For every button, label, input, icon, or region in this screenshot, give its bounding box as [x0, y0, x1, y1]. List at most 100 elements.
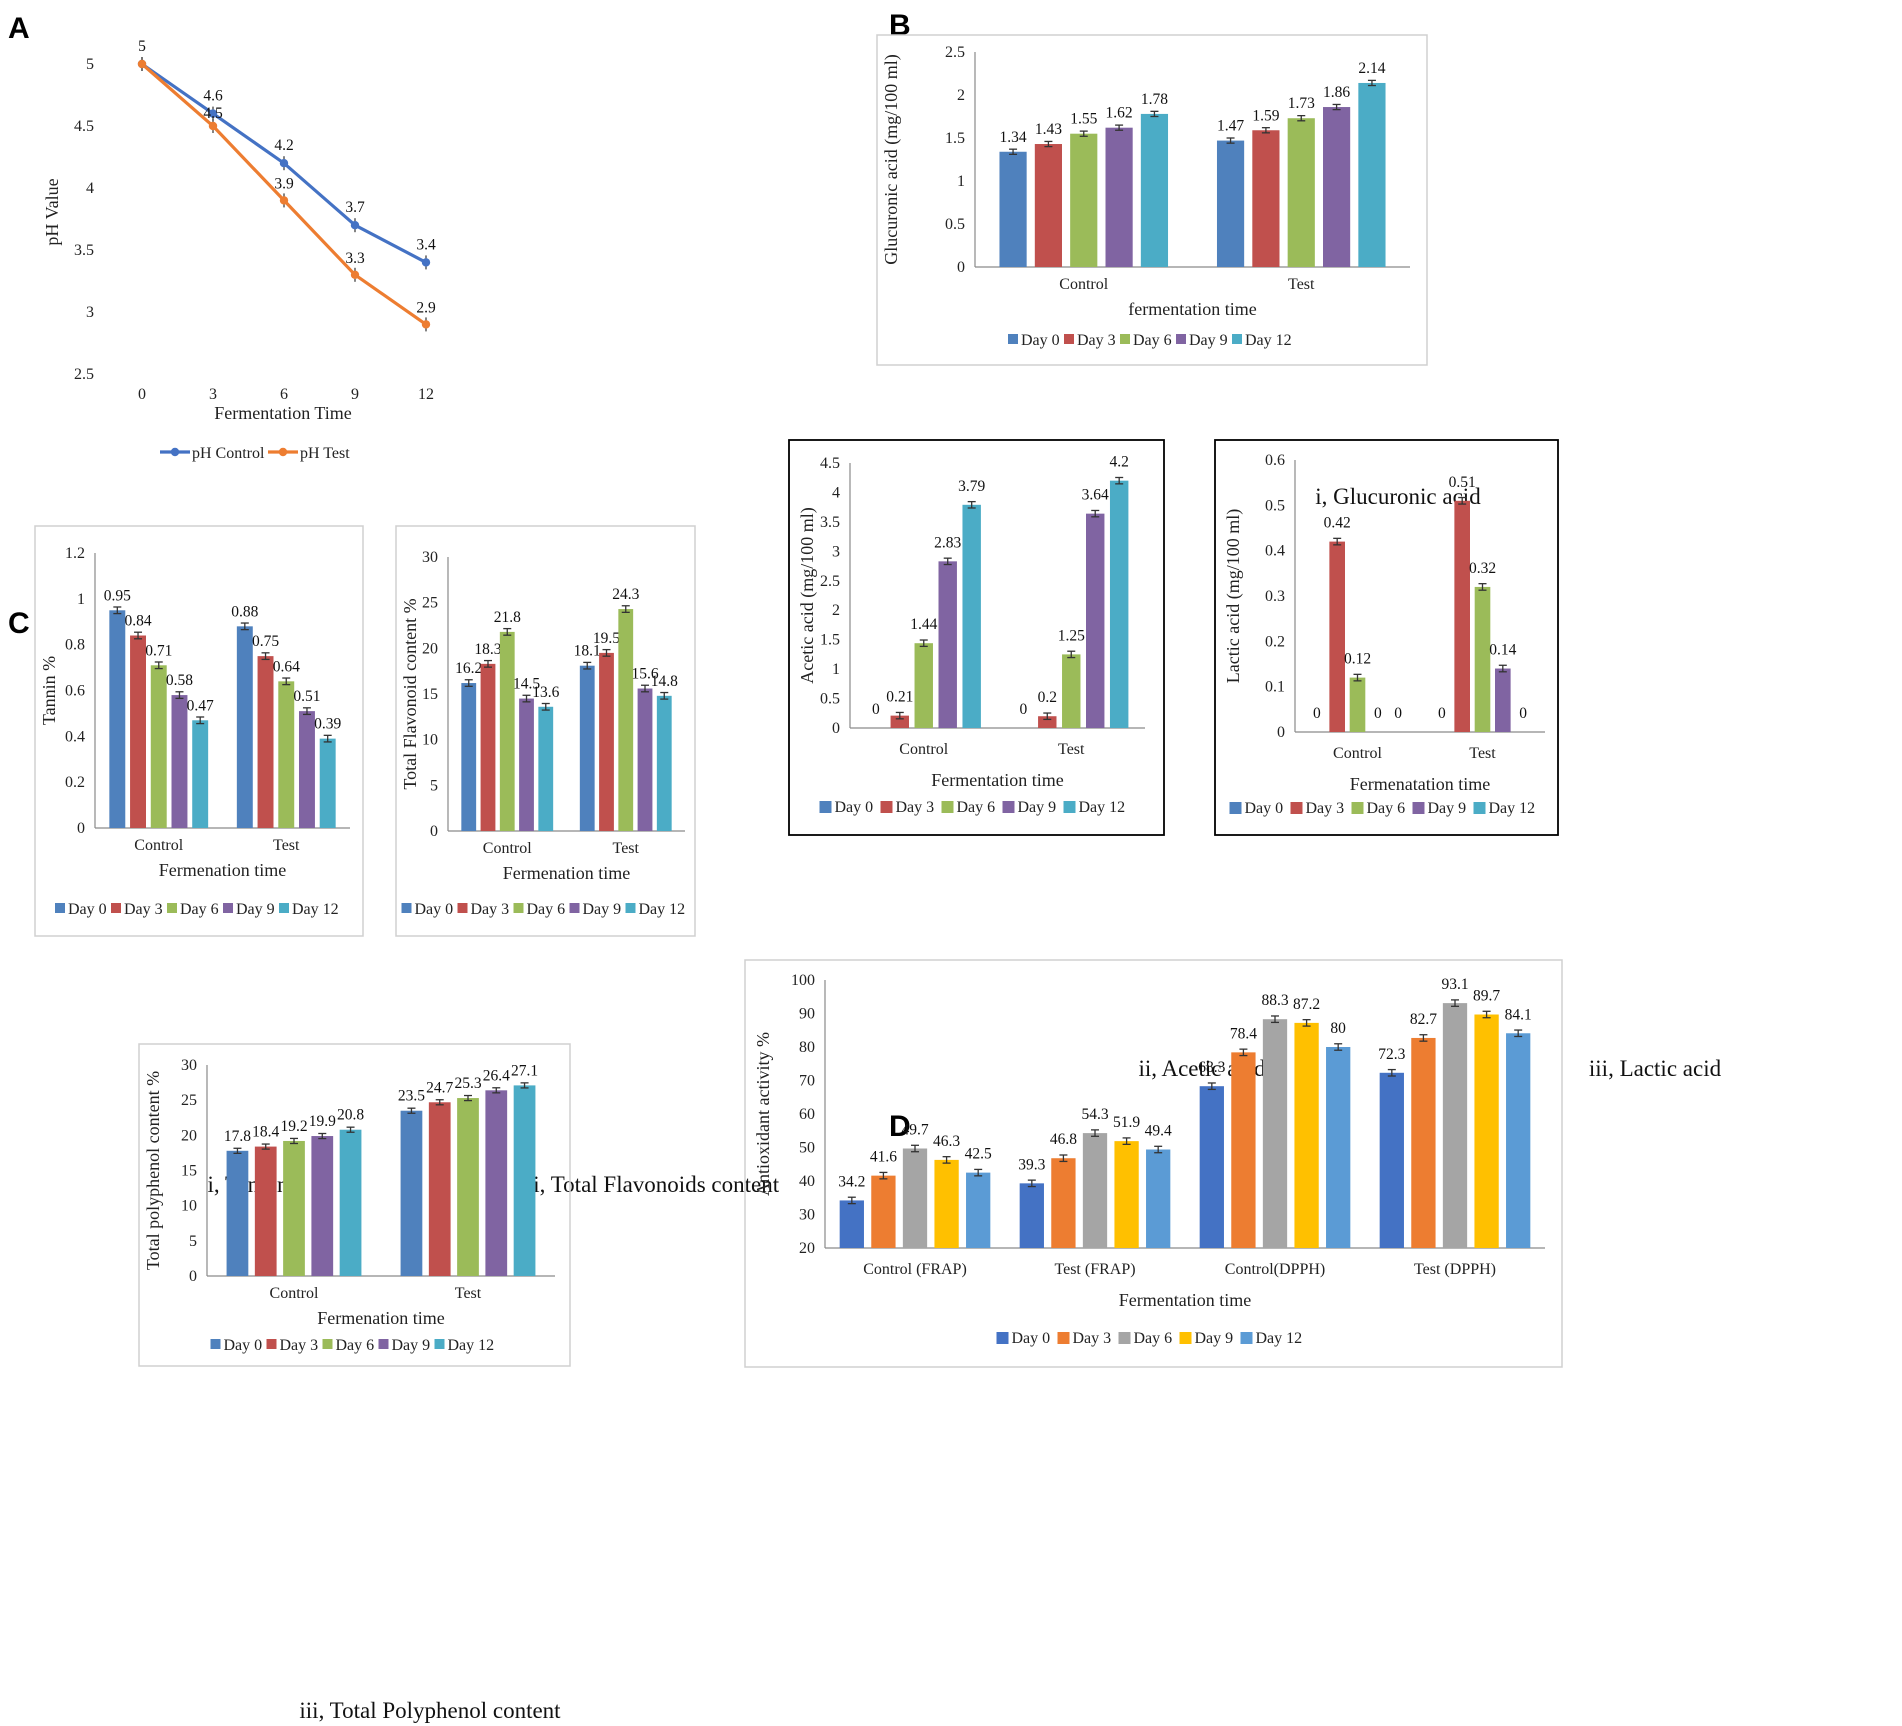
- bar: [1506, 1033, 1531, 1248]
- y-axis-title: Tannin %: [39, 656, 59, 725]
- y-axis-title: Total Flavonoid content %: [400, 598, 420, 789]
- data-label: 20.8: [337, 1107, 364, 1124]
- x-tick-label: Control: [899, 741, 948, 758]
- bar: [1495, 668, 1511, 732]
- data-label: 84.1: [1505, 1006, 1532, 1023]
- data-label: 3.4: [416, 236, 436, 253]
- data-label: 4.5: [203, 105, 223, 122]
- data-label: 1.44: [910, 616, 937, 633]
- legend-swatch: [1057, 1332, 1070, 1344]
- x-tick-label: 0: [138, 386, 146, 403]
- bar: [150, 665, 167, 828]
- data-label: 1.55: [1070, 111, 1097, 128]
- y-tick-label: 30: [799, 1207, 815, 1224]
- bar: [513, 1085, 536, 1276]
- data-label: 1.59: [1252, 107, 1279, 124]
- legend-marker: [170, 447, 180, 457]
- caption-flavonoids: ii, Total Flavonoids content: [527, 1172, 780, 1197]
- x-tick-label: Test (FRAP): [1054, 1261, 1135, 1278]
- y-tick-label: 30: [422, 549, 438, 566]
- bar: [130, 635, 146, 828]
- legend-swatch: [401, 903, 412, 913]
- y-tick-label: 0.3: [1265, 588, 1285, 605]
- legend-label: Day 9: [1018, 799, 1057, 816]
- legend-swatch: [1063, 801, 1076, 813]
- data-label: 0.39: [314, 716, 341, 733]
- y-tick-label: 0.4: [65, 728, 85, 745]
- chart-glucuronic-acid: 0 0.5 1 1.5 2 2.5 Control 1.34 1.43 1.55 1.62 1.78 T…: [876, 34, 1428, 366]
- y-tick-label: 5: [189, 1233, 197, 1250]
- bar: [485, 1090, 508, 1276]
- chart-flavonoids: 0 5 10 15 20 25 30 Control 16.2 18.3 21.8 14.513.6 T…: [395, 525, 696, 937]
- bar: [236, 626, 253, 828]
- y-tick-label: 20: [799, 1240, 815, 1257]
- data-label: 27.1: [511, 1062, 538, 1079]
- bar: [1105, 127, 1133, 268]
- data-label: 0: [1313, 705, 1321, 722]
- legend-label: pH Test: [300, 445, 350, 462]
- bar: [457, 1098, 479, 1276]
- bar: [1038, 716, 1057, 728]
- y-tick-label: 2.5: [945, 44, 965, 61]
- bar: [1329, 541, 1345, 732]
- y-axis-title: Glucuronic acid (mg/100 ml): [881, 54, 902, 264]
- data-label: 68.3: [1198, 1059, 1225, 1076]
- y-tick-label: 5: [430, 777, 438, 794]
- legend-swatch: [378, 1339, 389, 1349]
- data-label: 49.4: [1145, 1123, 1172, 1140]
- data-label: 1.86: [1323, 84, 1350, 101]
- legend-swatch: [569, 903, 580, 913]
- bar: [428, 1102, 451, 1276]
- data-label: 0: [872, 701, 880, 718]
- y-tick-label: 10: [181, 1198, 197, 1215]
- bar: [1051, 1158, 1076, 1248]
- y-tick-label: 3: [86, 304, 94, 321]
- legend-swatch: [55, 903, 65, 913]
- bar: [461, 683, 477, 831]
- legend-label: Day 9: [583, 901, 622, 918]
- bar: [1146, 1149, 1171, 1248]
- y-tick-label: 25: [181, 1092, 197, 1109]
- bar: [499, 631, 515, 831]
- legend-label: Day 12: [1489, 800, 1536, 817]
- data-label: 3.79: [958, 478, 985, 495]
- x-tick-label: Test: [1288, 276, 1315, 293]
- bar: [254, 1146, 277, 1276]
- legend-swatch: [625, 903, 636, 913]
- bar: [1323, 107, 1351, 267]
- legend-label: Day 9: [236, 901, 275, 918]
- legend-swatch: [1473, 802, 1486, 814]
- data-label: 4.2: [1110, 454, 1129, 471]
- y-tick-label: 1: [957, 173, 965, 190]
- data-label: 2.14: [1358, 60, 1385, 77]
- legend-label: Day 12: [292, 901, 339, 918]
- data-label: 46.8: [1050, 1131, 1077, 1148]
- data-label: 4.6: [203, 88, 223, 105]
- y-tick-label: 3.5: [74, 242, 94, 259]
- bar: [400, 1110, 423, 1276]
- legend-label: Day 0: [1245, 800, 1284, 817]
- legend-swatch: [1240, 1332, 1253, 1344]
- bar: [579, 665, 595, 831]
- x-tick-label: 6: [280, 386, 288, 403]
- y-tick-label: 1.5: [820, 632, 840, 649]
- data-label: 23.5: [398, 1088, 425, 1105]
- data-label: 1.47: [1217, 118, 1244, 135]
- data-label: 72.3: [1378, 1046, 1405, 1063]
- x-tick-label: Test (DPPH): [1414, 1261, 1496, 1278]
- legend-swatch: [1002, 801, 1015, 813]
- data-label: 0.64: [273, 658, 300, 675]
- caption-glucuronic: i, Glucuronic acid: [1315, 484, 1481, 509]
- data-label: 1.73: [1288, 95, 1315, 112]
- data-label: 4.2: [274, 137, 293, 154]
- y-tick-label: 0.8: [65, 637, 85, 654]
- bar: [1294, 1022, 1319, 1248]
- data-label: 0.51: [1449, 474, 1476, 491]
- data-label: 1.25: [1058, 627, 1085, 644]
- x-tick-label: Control: [483, 840, 532, 857]
- legend-swatch: [819, 801, 832, 813]
- data-label: 39.3: [1018, 1156, 1045, 1173]
- y-tick-label: 0: [832, 720, 840, 737]
